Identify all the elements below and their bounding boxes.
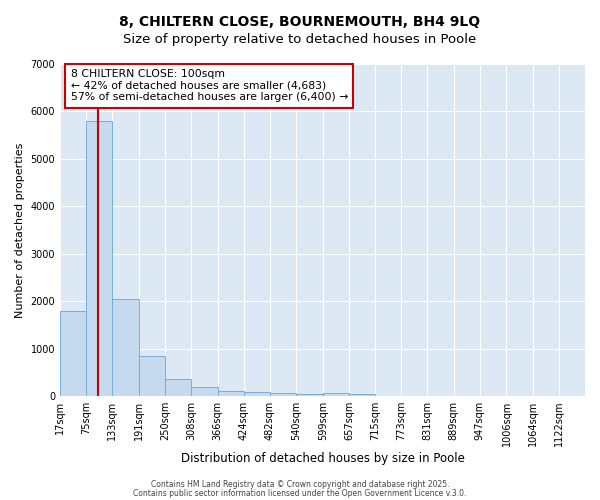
Bar bbox=[349, 394, 375, 396]
Bar bbox=[244, 392, 270, 396]
X-axis label: Distribution of detached houses by size in Poole: Distribution of detached houses by size … bbox=[181, 452, 464, 465]
Y-axis label: Number of detached properties: Number of detached properties bbox=[15, 142, 25, 318]
Bar bbox=[60, 310, 86, 396]
Text: Contains HM Land Registry data © Crown copyright and database right 2025.: Contains HM Land Registry data © Crown c… bbox=[151, 480, 449, 489]
Text: Size of property relative to detached houses in Poole: Size of property relative to detached ho… bbox=[124, 32, 476, 46]
Text: 8 CHILTERN CLOSE: 100sqm
← 42% of detached houses are smaller (4,683)
57% of sem: 8 CHILTERN CLOSE: 100sqm ← 42% of detach… bbox=[71, 69, 348, 102]
Bar bbox=[323, 393, 349, 396]
Bar bbox=[86, 121, 112, 396]
Bar bbox=[112, 299, 139, 396]
Text: 8, CHILTERN CLOSE, BOURNEMOUTH, BH4 9LQ: 8, CHILTERN CLOSE, BOURNEMOUTH, BH4 9LQ bbox=[119, 15, 481, 29]
Bar bbox=[191, 386, 218, 396]
Bar bbox=[270, 393, 296, 396]
Text: Contains public sector information licensed under the Open Government Licence v.: Contains public sector information licen… bbox=[133, 488, 467, 498]
Bar bbox=[165, 379, 191, 396]
Bar bbox=[139, 356, 165, 396]
Bar bbox=[218, 391, 244, 396]
Bar bbox=[296, 394, 323, 396]
